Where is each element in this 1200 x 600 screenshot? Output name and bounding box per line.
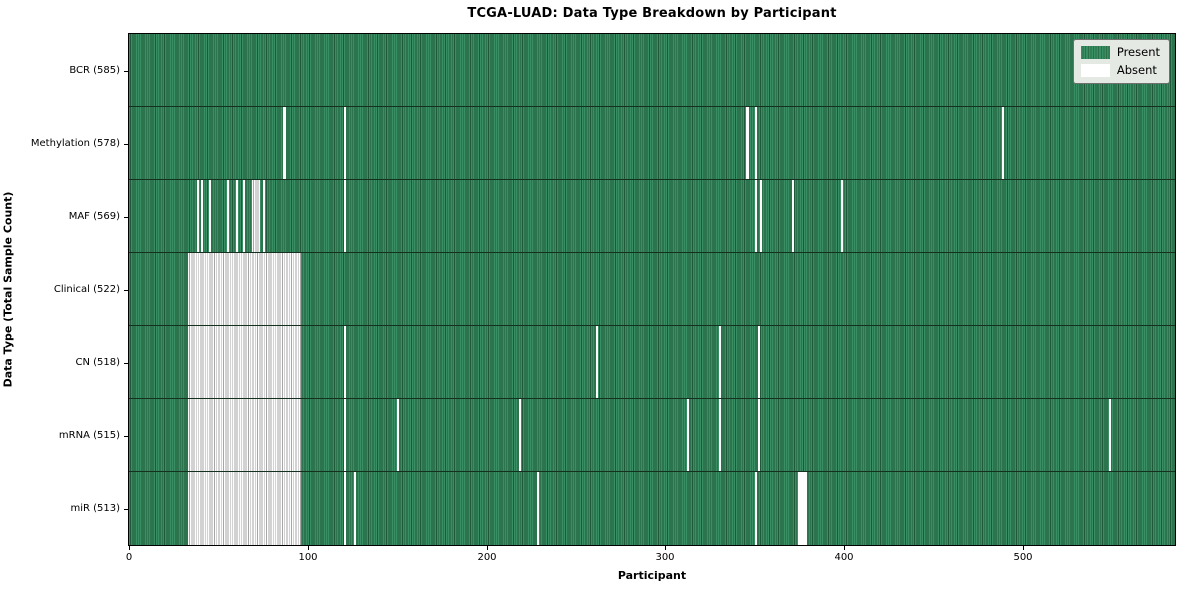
x-tick-mark [665,546,666,550]
present-cells [129,253,1175,325]
absent-stripe [343,107,346,179]
chart-title: TCGA-LUAD: Data Type Breakdown by Partic… [467,6,837,21]
present-cells [129,326,1175,398]
legend-entry-absent: Absent [1080,63,1160,77]
absent-stripe [745,107,750,179]
heatmap-row-methylation [129,107,1175,180]
absent-stripe [536,472,539,545]
x-axis-title: Participant [617,569,687,582]
absent-stripe [343,399,346,471]
present-cells [129,399,1175,471]
legend-entry-present: Present [1080,45,1160,59]
absent-stripe [719,399,722,471]
absent-stripe [200,180,203,252]
legend-label: Absent [1116,63,1157,77]
absent-stripe [243,180,246,252]
heatmap-row-cn [129,326,1175,399]
absent-stripe [1001,107,1004,179]
absent-stripe [840,180,843,252]
y-tick-mark [124,509,128,510]
x-tick-mark [129,546,130,550]
y-tick-label: MAF (569) [68,211,120,222]
heatmap-row-mir [129,472,1175,545]
x-tick-label: 100 [298,552,318,563]
absent-stripe [209,180,212,252]
absent-stripe [760,180,763,252]
absent-stripe [792,180,795,252]
present-swatch-icon [1080,46,1110,59]
y-tick-label: CN (518) [75,357,120,368]
y-tick-label: Clinical (522) [53,284,120,295]
x-tick-mark [487,546,488,550]
y-tick-label: miR (513) [70,503,120,514]
y-tick-mark [124,144,128,145]
present-cells [129,472,1175,545]
absent-stripe [188,253,301,325]
x-tick-label: 500 [1013,552,1033,563]
x-tick-label: 0 [125,552,133,563]
heatmap-row-mrna [129,399,1175,472]
absent-stripe [397,399,400,471]
absent-stripe [343,326,346,398]
absent-stripe [758,399,761,471]
absent-stripe [236,180,239,252]
absent-stripe [797,472,804,545]
present-cells [129,34,1175,106]
absent-stripe [188,326,301,398]
heatmap-row-maf [129,180,1175,253]
absent-stripe [343,472,346,545]
absent-stripe [518,399,521,471]
x-tick-mark [1023,546,1024,550]
absent-stripe [754,180,757,252]
y-tick-mark [124,436,128,437]
y-tick-mark [124,290,128,291]
absent-stripe [686,399,689,471]
x-tick-label: 400 [834,552,854,563]
legend-label: Present [1116,45,1160,59]
absent-stripe [719,326,722,398]
y-tick-mark [124,71,128,72]
x-tick-mark [844,546,845,550]
x-tick-label: 300 [655,552,675,563]
x-tick-mark [308,546,309,550]
absent-stripe [227,180,230,252]
x-tick-label: 200 [477,552,497,563]
y-tick-label: Methylation (578) [30,138,120,149]
y-tick-mark [124,217,128,218]
absent-stripe [803,472,807,545]
heatmap-row-clinical [129,253,1175,326]
absent-stripe [252,180,260,252]
y-tick-mark [124,363,128,364]
absent-stripe [754,107,757,179]
absent-swatch-icon [1080,64,1110,77]
absent-stripe [1108,399,1111,471]
y-tick-label: mRNA (515) [58,430,120,441]
heatmap-row-bcr [129,34,1175,107]
absent-stripe [188,399,301,471]
present-cells [129,180,1175,252]
absent-stripe [282,107,287,179]
heatmap-plot-area: Present Absent [128,33,1176,546]
absent-stripe [263,180,266,252]
legend: Present Absent [1072,39,1170,84]
absent-stripe [196,180,199,252]
absent-stripe [354,472,357,545]
absent-stripe [754,472,757,545]
y-tick-label: BCR (585) [69,65,120,76]
absent-stripe [758,326,761,398]
absent-stripe [188,472,301,545]
present-cells [129,107,1175,179]
absent-stripe [343,180,346,252]
absent-stripe [595,326,598,398]
